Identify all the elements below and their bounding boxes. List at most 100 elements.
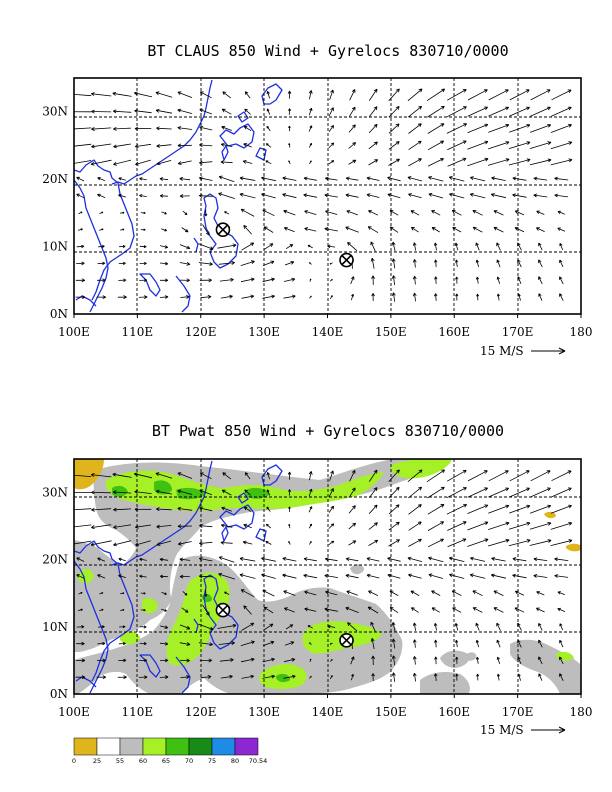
wind-arrow bbox=[410, 607, 419, 613]
wind-arrow bbox=[388, 469, 400, 482]
wind-arrow bbox=[434, 276, 438, 284]
wind-arrow bbox=[509, 106, 530, 117]
x-tick-label: 180 bbox=[570, 705, 593, 719]
wind-arrow bbox=[263, 243, 274, 250]
wind-arrow bbox=[155, 108, 173, 114]
wind-arrow bbox=[488, 123, 510, 133]
wind-arrow bbox=[99, 608, 104, 612]
wind-arrow bbox=[244, 472, 251, 480]
wind-arrow bbox=[118, 193, 127, 198]
wind-arrow bbox=[113, 143, 131, 149]
wind-arrow bbox=[155, 472, 173, 479]
wind-arrow bbox=[559, 276, 564, 285]
colorbar-label: 75 bbox=[208, 757, 216, 765]
wind-arrow bbox=[427, 105, 445, 118]
wind-arrow bbox=[120, 592, 125, 595]
wind-arrow bbox=[412, 656, 417, 665]
wind-arrow bbox=[266, 506, 271, 512]
wind-arrow bbox=[198, 574, 213, 579]
wind-arrow bbox=[554, 574, 569, 578]
wind-arrow bbox=[467, 123, 489, 134]
wind-arrow bbox=[412, 242, 417, 251]
wind-arrow bbox=[496, 639, 501, 648]
wind-arrow bbox=[530, 106, 551, 117]
pwat-shading bbox=[74, 459, 581, 694]
wind-arrow bbox=[134, 524, 152, 529]
wind-arrow bbox=[328, 523, 335, 529]
wind-arrow bbox=[551, 106, 572, 117]
wind-arrow bbox=[283, 294, 296, 299]
wind-arrow bbox=[368, 539, 379, 546]
wind-arrow bbox=[387, 176, 401, 182]
wind-arrow bbox=[389, 210, 399, 216]
wind-arrow bbox=[118, 557, 126, 562]
wind-arrow bbox=[367, 606, 379, 614]
wind-arrow bbox=[455, 639, 459, 648]
x-tick-label: 160E bbox=[438, 325, 470, 339]
wind-arrow bbox=[508, 158, 531, 166]
wind-arrow bbox=[239, 176, 256, 181]
wind-vectors bbox=[74, 88, 573, 302]
wind-arrow bbox=[139, 658, 147, 663]
colorbar-swatch bbox=[73, 737, 98, 756]
wind-arrow bbox=[328, 540, 335, 546]
wind-arrow bbox=[90, 159, 112, 166]
wind-arrow bbox=[346, 590, 358, 596]
wind-arrow bbox=[284, 607, 295, 613]
wind-arrow bbox=[199, 143, 213, 148]
wind-arrow bbox=[550, 141, 573, 150]
wind-arrow bbox=[307, 625, 313, 629]
x-tick-label: 160E bbox=[438, 705, 470, 719]
wind-arrow bbox=[239, 573, 256, 579]
wind-arrow bbox=[509, 124, 531, 133]
wind-arrow bbox=[514, 590, 525, 596]
wind-arrow bbox=[139, 642, 147, 646]
wind-arrow bbox=[243, 506, 252, 512]
wind-arrow bbox=[412, 259, 417, 268]
wind-arrow bbox=[97, 177, 106, 181]
wind-arrow bbox=[551, 470, 572, 482]
wind-arrow bbox=[512, 193, 527, 198]
wind-arrow bbox=[179, 261, 191, 266]
wind-arrow bbox=[156, 507, 172, 512]
wind-arrow bbox=[97, 193, 106, 198]
wind-arrow bbox=[263, 606, 274, 614]
wind-arrow bbox=[199, 472, 212, 480]
wind-arrow bbox=[412, 672, 417, 682]
x-tick-label: 110E bbox=[122, 705, 154, 719]
wind-arrow bbox=[408, 123, 422, 134]
wind-arrow bbox=[451, 590, 462, 597]
wind-arrow bbox=[351, 673, 354, 681]
wind-arrow bbox=[491, 557, 506, 562]
wind-arrow bbox=[261, 192, 276, 199]
x-tick-label: 130E bbox=[248, 325, 280, 339]
wind-arrow bbox=[550, 504, 572, 514]
wind-arrow bbox=[76, 641, 85, 646]
wind-arrow bbox=[202, 224, 210, 236]
wind-arrow bbox=[118, 177, 126, 181]
wind-arrow bbox=[412, 292, 417, 302]
x-tick-label: 130E bbox=[248, 705, 280, 719]
wind-arrow bbox=[112, 91, 132, 97]
wind-arrow bbox=[222, 472, 232, 480]
wind-arrow bbox=[367, 226, 379, 234]
wind-arrow bbox=[219, 658, 234, 662]
colorbar-label: 25 bbox=[93, 757, 101, 765]
wind-arrow bbox=[324, 227, 338, 232]
wind-arrow bbox=[370, 257, 375, 269]
wind-arrow bbox=[346, 210, 358, 216]
wind-arrow bbox=[557, 591, 565, 596]
wind-arrow bbox=[345, 193, 359, 198]
wind-arrow bbox=[263, 623, 274, 631]
wind-arrow bbox=[308, 90, 313, 100]
wind-arrow bbox=[388, 88, 400, 102]
vector-scale-label: 15 M/S bbox=[480, 344, 524, 358]
wind-arrow bbox=[447, 89, 467, 101]
wind-arrow bbox=[77, 608, 83, 612]
wind-arrow bbox=[538, 622, 543, 631]
wind-arrow bbox=[467, 521, 489, 531]
wind-arrow bbox=[218, 192, 236, 199]
wind-arrow bbox=[472, 607, 483, 613]
wind-arrow bbox=[261, 556, 276, 562]
wind-arrow bbox=[488, 141, 510, 150]
